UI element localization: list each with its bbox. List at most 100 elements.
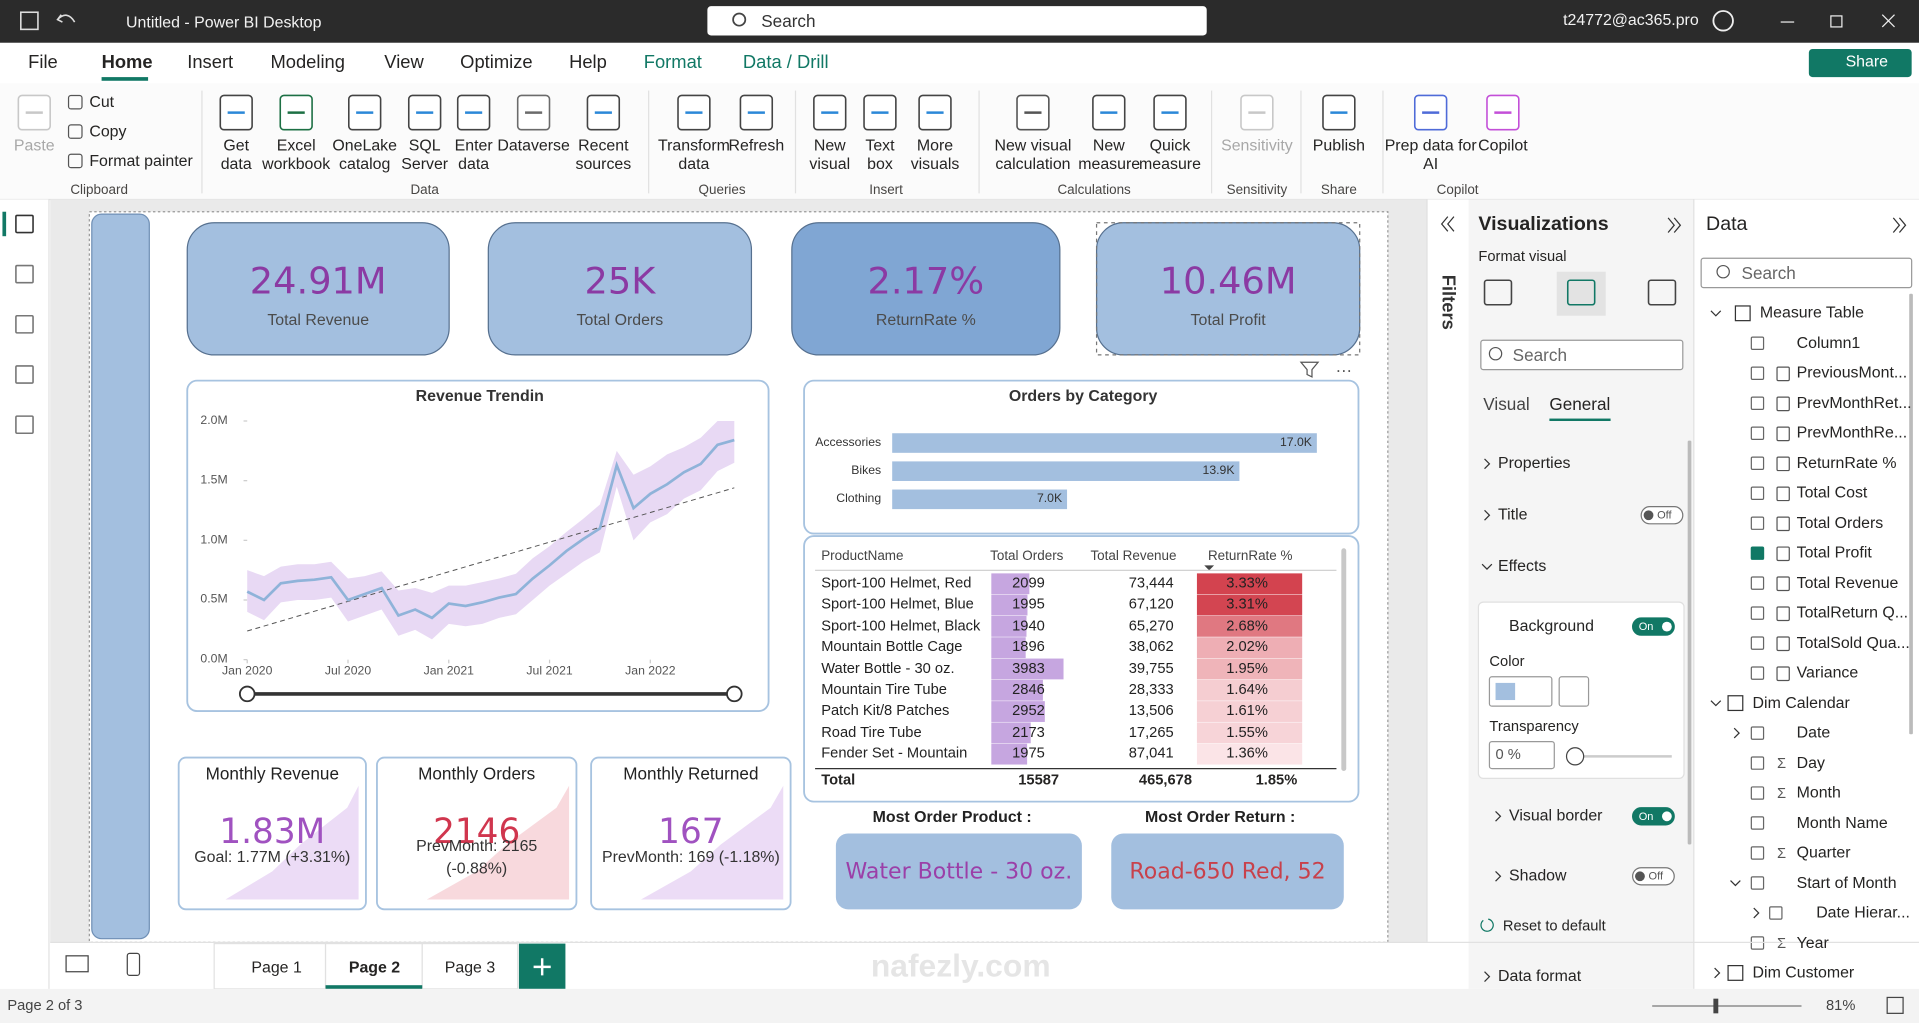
- ribbon-button[interactable]: Transform data: [657, 135, 730, 173]
- format-section[interactable]: Background: [1509, 616, 1594, 635]
- checkbox[interactable]: [1750, 666, 1765, 680]
- checkbox[interactable]: [1750, 636, 1765, 650]
- menu-tab[interactable]: Help: [569, 51, 607, 73]
- toggle[interactable]: [1632, 617, 1675, 636]
- collapse-icon[interactable]: [1440, 216, 1455, 232]
- checkbox[interactable]: [1750, 726, 1765, 740]
- nav-icon[interactable]: [15, 214, 34, 234]
- ribbon-button[interactable]: Cut: [89, 92, 115, 111]
- page-tab[interactable]: Page 3: [444, 957, 496, 977]
- menu-tab[interactable]: Optimize: [460, 51, 533, 73]
- ribbon-button[interactable]: Copy: [89, 121, 127, 141]
- chevron[interactable]: [1484, 458, 1491, 470]
- checkbox[interactable]: [1750, 486, 1765, 500]
- format-section[interactable]: Effects: [1497, 556, 1547, 575]
- page-tab[interactable]: Page 1: [251, 957, 302, 977]
- data-field[interactable]: Variance: [1796, 662, 1859, 682]
- toggle[interactable]: [1632, 807, 1675, 826]
- menu-tab[interactable]: File: [28, 51, 58, 73]
- data-field[interactable]: PrevMonthRet...: [1796, 392, 1912, 412]
- data-field[interactable]: Total Revenue: [1796, 572, 1899, 592]
- nav-icon[interactable]: [15, 415, 34, 435]
- chevron[interactable]: [1495, 870, 1502, 882]
- expand-icon[interactable]: [1667, 217, 1682, 233]
- zoom-thumb[interactable]: [1713, 998, 1719, 1014]
- data-field[interactable]: Month: [1796, 782, 1841, 802]
- checkbox[interactable]: [1750, 456, 1765, 470]
- page-tab[interactable]: [213, 942, 327, 990]
- data-field[interactable]: TotalReturn Q...: [1796, 602, 1909, 622]
- checkbox[interactable]: [1750, 546, 1765, 560]
- menu-tab[interactable]: Home: [101, 51, 153, 73]
- data-field[interactable]: Dim Calendar: [1752, 692, 1850, 712]
- checkbox[interactable]: [1750, 876, 1765, 890]
- fx-button[interactable]: [1558, 676, 1590, 707]
- ribbon-button[interactable]: Refresh: [728, 135, 785, 155]
- ribbon-button[interactable]: Enter data: [454, 135, 493, 173]
- menu-tab[interactable]: Modeling: [270, 51, 345, 73]
- ribbon-button[interactable]: Excel workbook: [262, 135, 331, 173]
- pane-tab[interactable]: Visual: [1483, 394, 1530, 414]
- data-field[interactable]: Total Cost: [1796, 482, 1868, 502]
- page-tab[interactable]: Page 2: [348, 957, 401, 977]
- search-placeholder[interactable]: Search: [761, 10, 816, 31]
- expand-icon[interactable]: [1892, 217, 1907, 233]
- ribbon-button[interactable]: New visual calculation: [994, 135, 1072, 173]
- data-field[interactable]: Total Profit: [1796, 542, 1872, 562]
- format-section[interactable]: Shadow: [1509, 865, 1567, 885]
- ribbon-button[interactable]: Dataverse: [497, 135, 570, 155]
- menu-tab[interactable]: View: [384, 51, 424, 73]
- slider-thumb[interactable]: [1565, 747, 1585, 766]
- desktop-view-icon[interactable]: [65, 955, 89, 973]
- filter-icon[interactable]: [1299, 361, 1320, 378]
- checkbox[interactable]: [1750, 606, 1765, 620]
- data-field[interactable]: ReturnRate %: [1796, 452, 1897, 472]
- data-search[interactable]: [1700, 257, 1913, 289]
- data-field[interactable]: PrevMonthRe...: [1796, 422, 1908, 442]
- fit-page[interactable]: [1886, 996, 1904, 1014]
- ribbon-button[interactable]: Prep data for AI: [1384, 135, 1477, 173]
- tree-chevron[interactable]: [1714, 967, 1721, 979]
- nav-icon[interactable]: [15, 365, 34, 384]
- tree-chevron[interactable]: [1710, 700, 1722, 707]
- checkbox[interactable]: [1750, 516, 1765, 530]
- share-button[interactable]: [1808, 48, 1912, 78]
- data-field[interactable]: Column1: [1796, 332, 1861, 352]
- column-header[interactable]: ProductName: [821, 549, 904, 564]
- page-tab[interactable]: [324, 942, 423, 990]
- viz-icon[interactable]: [1483, 279, 1513, 306]
- nav-icon[interactable]: [15, 264, 34, 284]
- checkbox[interactable]: [1750, 756, 1765, 770]
- slider-handle[interactable]: [726, 685, 743, 703]
- pane-tab[interactable]: General: [1549, 394, 1611, 414]
- nav-icon[interactable]: [15, 314, 34, 334]
- chevron[interactable]: [1495, 810, 1502, 822]
- ribbon-button[interactable]: New visual: [809, 135, 851, 173]
- search-placeholder[interactable]: Search: [1741, 263, 1796, 283]
- ribbon-button[interactable]: Recent sources: [575, 135, 632, 173]
- checkbox[interactable]: [1750, 846, 1765, 860]
- format-section[interactable]: Title: [1497, 504, 1528, 524]
- slider-handle[interactable]: [238, 685, 256, 703]
- ribbon-button[interactable]: Copilot: [1478, 135, 1528, 155]
- tree-chevron[interactable]: [1710, 310, 1722, 317]
- chevron[interactable]: [1484, 971, 1491, 982]
- format-section[interactable]: Data format: [1497, 966, 1582, 985]
- data-field[interactable]: Measure Table: [1759, 302, 1864, 322]
- data-field[interactable]: Day: [1796, 752, 1825, 772]
- share-label[interactable]: Share: [1845, 52, 1889, 71]
- filters-label[interactable]: Filters: [1437, 274, 1459, 330]
- reset-icon[interactable]: [1480, 918, 1494, 932]
- checkbox[interactable]: [1750, 786, 1765, 800]
- ribbon-button[interactable]: Quick measure: [1139, 135, 1201, 173]
- checkbox[interactable]: [1750, 396, 1765, 410]
- checkbox[interactable]: [1769, 906, 1783, 920]
- ribbon-button[interactable]: Text box: [865, 135, 895, 173]
- data-field[interactable]: TotalSold Qua...: [1796, 632, 1910, 652]
- transparency-input[interactable]: [1488, 741, 1555, 770]
- ribbon-button[interactable]: Get data: [220, 135, 252, 173]
- viz-search[interactable]: [1480, 339, 1684, 371]
- toggle[interactable]: [1640, 506, 1684, 525]
- more-options[interactable]: …: [1335, 356, 1352, 376]
- viz-icon[interactable]: [1566, 279, 1596, 306]
